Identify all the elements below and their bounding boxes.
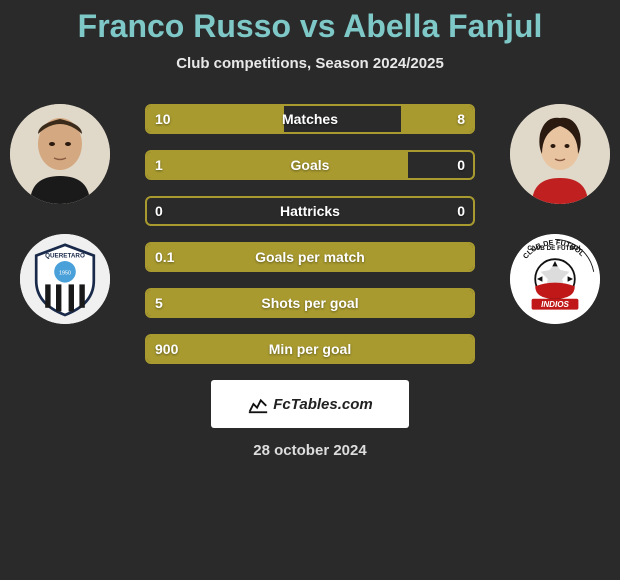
- stat-label: Goals per match: [147, 244, 473, 270]
- stat-label: Goals: [147, 152, 473, 178]
- brand-text: FcTables.com: [273, 396, 372, 413]
- page-title: Franco Russo vs Abella Fanjul: [0, 8, 620, 45]
- svg-text:INDIOS: INDIOS: [541, 300, 569, 309]
- stat-row: 00Hattricks: [145, 196, 475, 226]
- date-text: 28 october 2024: [0, 442, 620, 459]
- player-right-avatar: [510, 104, 610, 204]
- club-badge-icon: CLUB DE FUTBOL CLUB DE FUTBOL INDIOS IND…: [510, 234, 600, 324]
- stat-row: 108Matches: [145, 104, 475, 134]
- page-subtitle: Club competitions, Season 2024/2025: [0, 55, 620, 72]
- stat-label: Hattricks: [147, 198, 473, 224]
- stat-label: Shots per goal: [147, 290, 473, 316]
- stat-row: 0.1Goals per match: [145, 242, 475, 272]
- svg-text:QUERETARO: QUERETARO: [45, 252, 85, 259]
- stat-row: 900Min per goal: [145, 334, 475, 364]
- club-badge-icon: QUERETARO 1950: [20, 234, 110, 324]
- svg-text:1950: 1950: [59, 271, 71, 277]
- brand-logo-icon: [247, 393, 269, 415]
- stat-label: Min per goal: [147, 336, 473, 362]
- player-left-avatar: [10, 104, 110, 204]
- club-right-badge: CLUB DE FUTBOL CLUB DE FUTBOL INDIOS IND…: [510, 234, 600, 324]
- stats-area: QUERETARO 1950 CLUB DE FUTBOL CLUB DE FU…: [0, 104, 620, 364]
- avatar-icon: [10, 104, 110, 204]
- stat-label: Matches: [147, 106, 473, 132]
- stat-row: 10Goals: [145, 150, 475, 180]
- comparison-card: Franco Russo vs Abella Fanjul Club compe…: [0, 0, 620, 459]
- avatar-icon: [510, 104, 610, 204]
- stat-row: 5Shots per goal: [145, 288, 475, 318]
- svg-text:CLUB DE FUTBOL: CLUB DE FUTBOL: [527, 245, 582, 252]
- club-left-badge: QUERETARO 1950: [20, 234, 110, 324]
- brand-box[interactable]: FcTables.com: [211, 380, 409, 428]
- stat-rows: 108Matches 10Goals 00Hattricks 0.1Goals per…: [145, 104, 475, 364]
